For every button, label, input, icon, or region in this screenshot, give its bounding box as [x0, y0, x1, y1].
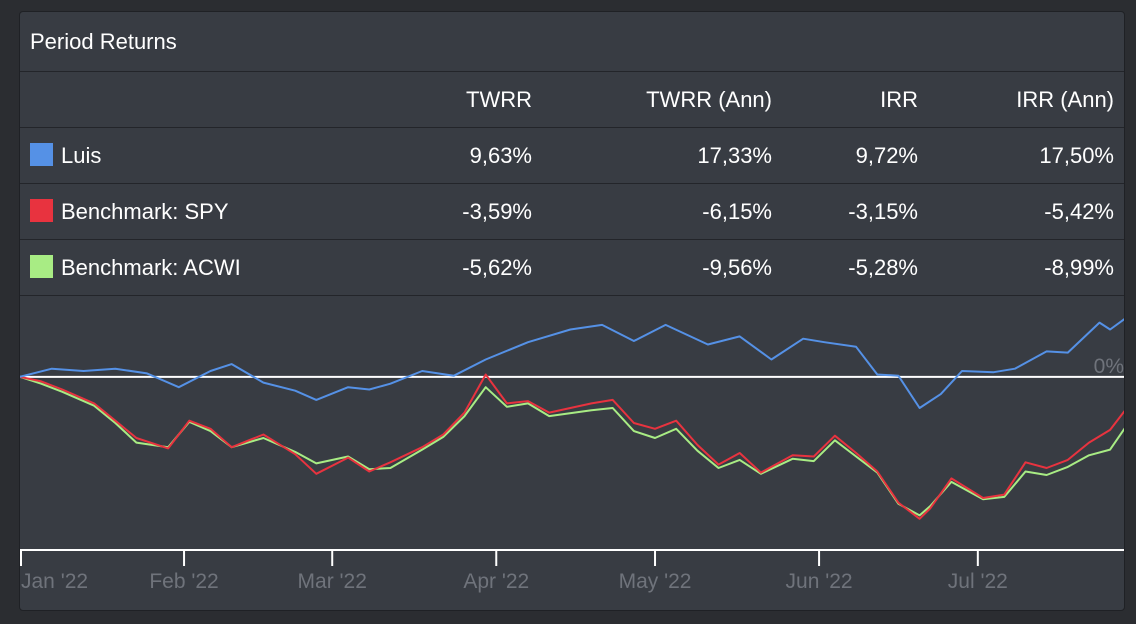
cell-irr: -3,15%	[784, 183, 930, 240]
table-row[interactable]: Luis 9,63% 17,33% 9,72% 17,50%	[20, 127, 1124, 184]
x-tick-label: Jan '22	[21, 570, 88, 593]
x-tick-label: Jun '22	[786, 570, 853, 593]
cell-twrr-ann: 17,33%	[544, 127, 784, 184]
legend-swatch[interactable]	[30, 142, 53, 166]
column-header-twrr[interactable]: TWRR	[426, 72, 544, 128]
legend-swatch[interactable]	[30, 254, 53, 278]
row-name-label: Luis	[61, 142, 102, 168]
period-returns-panel: Period Returns TWRR TWRR (Ann) IRR IRR (…	[19, 11, 1125, 611]
x-tick-label: Mar '22	[298, 570, 367, 593]
row-name-cell: Benchmark: SPY	[20, 183, 426, 240]
series-line-benchmark-acwi	[20, 375, 1124, 517]
x-tick-label: Jul '22	[948, 570, 1008, 593]
x-tick-label: Apr '22	[463, 570, 529, 593]
cell-irr-ann: 17,50%	[930, 127, 1124, 184]
x-tick-label: Feb '22	[149, 570, 218, 593]
legend-swatch[interactable]	[30, 198, 53, 222]
panel-title: Period Returns	[20, 12, 1124, 72]
column-header-irr-ann[interactable]: IRR (Ann)	[930, 72, 1124, 128]
column-header-irr[interactable]: IRR	[784, 72, 930, 128]
table-row[interactable]: Benchmark: ACWI -5,62% -9,56% -5,28% -8,99%	[20, 239, 1124, 296]
row-name-label: Benchmark: SPY	[61, 198, 229, 224]
row-name-cell: Benchmark: ACWI	[20, 239, 426, 296]
table-row[interactable]: Benchmark: SPY -3,59% -6,15% -3,15% -5,42%	[20, 183, 1124, 240]
cell-twrr: -5,62%	[426, 239, 544, 296]
cell-irr: 9,72%	[784, 127, 930, 184]
cell-twrr-ann: -9,56%	[544, 239, 784, 296]
cell-irr-ann: -5,42%	[930, 183, 1124, 240]
cell-twrr-ann: -6,15%	[544, 183, 784, 240]
row-name-cell: Luis	[20, 127, 426, 184]
series-line-benchmark-spy	[20, 373, 1124, 520]
series-line-luis	[20, 318, 1124, 409]
returns-table: TWRR TWRR (Ann) IRR IRR (Ann) Luis 9,63% 1…	[20, 72, 1124, 296]
cell-irr: -5,28%	[784, 239, 930, 296]
table-header-row: TWRR TWRR (Ann) IRR IRR (Ann)	[20, 72, 1124, 128]
row-name-label: Benchmark: ACWI	[61, 254, 241, 280]
x-tick-label: May '22	[619, 570, 692, 593]
column-header-twrr-ann[interactable]: TWRR (Ann)	[544, 72, 784, 128]
zero-label: 0%	[1094, 355, 1124, 378]
column-header-name	[20, 72, 426, 128]
returns-line-chart: 0% Jan '22 Feb '22 Mar '22 Apr '22 May '22 Jun…	[20, 318, 1124, 593]
cell-irr-ann: -8,99%	[930, 239, 1124, 296]
cell-twrr: -3,59%	[426, 183, 544, 240]
cell-twrr: 9,63%	[426, 127, 544, 184]
